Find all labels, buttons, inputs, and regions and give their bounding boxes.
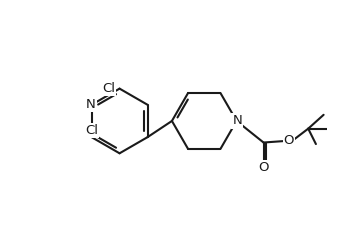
- Text: Cl: Cl: [102, 82, 115, 95]
- Text: Cl: Cl: [85, 124, 98, 137]
- Text: N: N: [233, 114, 242, 128]
- Text: O: O: [258, 161, 269, 174]
- Text: N: N: [86, 98, 96, 111]
- Text: O: O: [284, 134, 294, 148]
